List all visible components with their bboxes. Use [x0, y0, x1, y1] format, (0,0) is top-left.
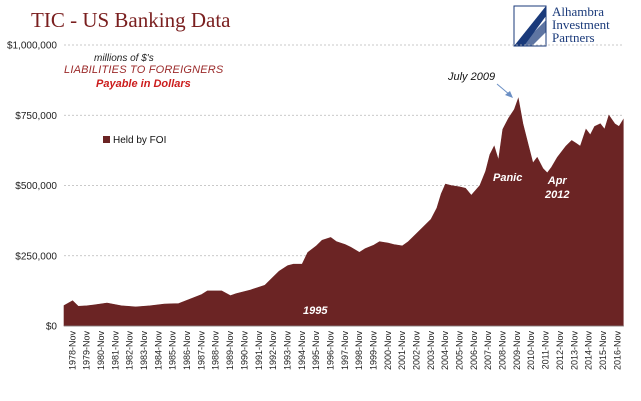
x-tick-label: 2002-Nov — [412, 331, 422, 371]
y-tick-label: $1,000,000 — [7, 41, 57, 52]
logo-text: Alhambra Investment Partners — [552, 5, 610, 44]
x-tick-label: 2001-Nov — [397, 331, 407, 371]
annotation-payable: Payable in Dollars — [96, 78, 191, 90]
legend-swatch — [103, 136, 110, 143]
x-tick-label: 1982-Nov — [125, 331, 135, 371]
x-tick-label: 1979-Nov — [82, 331, 92, 371]
annotation-panic: Panic — [493, 172, 523, 184]
chart-title: TIC - US Banking Data — [31, 8, 231, 32]
july-2009-arrowhead — [505, 91, 513, 98]
annotation-july-2009: July 2009 — [448, 71, 496, 83]
logo-icon — [513, 5, 547, 47]
x-tick-label: 2007-Nov — [483, 331, 493, 371]
x-tick-label: 2009-Nov — [512, 331, 522, 371]
annotation-apr-year: 2012 — [545, 189, 570, 201]
x-tick-label: 2013-Nov — [569, 331, 579, 371]
x-tick-label: 1978-Nov — [67, 331, 77, 371]
y-tick-label: $0 — [46, 322, 58, 333]
x-tick-label: 1987-Nov — [196, 331, 206, 371]
x-tick-label: 2014-Nov — [584, 331, 594, 371]
annotation-apr: Apr — [547, 175, 567, 187]
x-tick-label: 1994-Nov — [297, 331, 307, 371]
x-tick-label: 2004-Nov — [440, 331, 450, 371]
x-tick-label: 2005-Nov — [455, 331, 465, 371]
x-tick-label: 1998-Nov — [354, 331, 364, 371]
x-tick-label: 2003-Nov — [426, 331, 436, 371]
annotation-apr-2012: Apr 2012 — [545, 174, 569, 202]
x-tick-label: 1993-Nov — [282, 331, 292, 371]
x-tick-label: 2010-Nov — [526, 331, 536, 371]
annotation-1995: 1995 — [303, 305, 328, 317]
x-tick-label: 1981-Nov — [110, 331, 120, 371]
y-tick-label: $250,000 — [15, 251, 57, 262]
x-tick-label: 1992-Nov — [268, 331, 278, 371]
logo-line-3: Partners — [552, 30, 595, 45]
series-area-held-by-foi — [63, 97, 624, 327]
x-tick-label: 1996-Nov — [325, 331, 335, 371]
x-tick-label: 2011-Nov — [541, 331, 551, 370]
x-tick-label: 2008-Nov — [498, 331, 508, 371]
x-tick-label: 1991-Nov — [254, 331, 264, 371]
x-tick-label: 2000-Nov — [383, 331, 393, 371]
x-tick-label: 1995-Nov — [311, 331, 321, 371]
logo: Alhambra Investment Partners — [512, 4, 638, 52]
x-tick-label: 2015-Nov — [598, 331, 608, 371]
x-tick-label: 2012-Nov — [555, 331, 565, 371]
x-tick-label: 1989-Nov — [225, 331, 235, 371]
x-tick-label: 1988-Nov — [211, 331, 221, 371]
x-tick-label: 1986-Nov — [182, 331, 192, 371]
x-tick-label: 1990-Nov — [239, 331, 249, 371]
annotation-liabilities: LIABILITIES TO FOREIGNERS — [64, 64, 224, 76]
logo-line-1: Alhambra — [552, 4, 604, 19]
legend-label: Held by FOI — [113, 135, 167, 146]
x-tick-label: 1985-Nov — [168, 331, 178, 371]
x-tick-label: 1999-Nov — [368, 331, 378, 371]
x-tick-label: 2006-Nov — [469, 331, 479, 371]
y-tick-label: $750,000 — [15, 111, 57, 122]
x-tick-label: 1997-Nov — [340, 331, 350, 371]
x-axis-ticks: 1978-Nov 1979-Nov 1980-Nov 1981-Nov 1982-Nov… — [67, 331, 622, 371]
x-tick-label: 2016-Nov — [612, 331, 622, 371]
x-tick-label: 1984-Nov — [153, 331, 163, 371]
y-tick-label: $500,000 — [15, 181, 57, 192]
y-axis-ticks: $0 $250,000 $500,000 $750,000 $1,000,000 — [7, 41, 57, 333]
x-tick-label: 1983-Nov — [139, 331, 149, 371]
legend: Held by FOI — [103, 135, 166, 146]
annotation-units: millions of $'s — [94, 53, 154, 64]
logo-line-2: Investment — [552, 17, 610, 32]
x-tick-label: 1980-Nov — [96, 331, 106, 371]
